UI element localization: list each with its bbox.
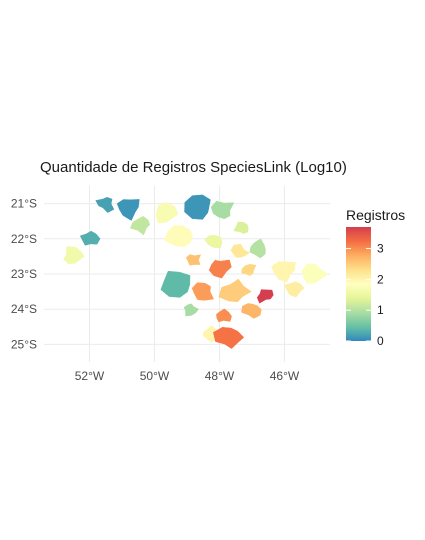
- legend-tick-label: 2: [377, 272, 384, 286]
- x-tick-label: 46°W: [270, 369, 300, 383]
- map-region-0: [63, 246, 85, 264]
- map-region-2: [95, 197, 115, 213]
- legend-colorbar: [346, 227, 371, 341]
- map-region-18: [191, 282, 214, 301]
- map-region-12: [249, 238, 266, 259]
- y-tick-label: 25°S: [11, 337, 37, 351]
- y-tick-label: 21°S: [11, 197, 37, 211]
- map-region-24: [216, 308, 232, 323]
- map-title: Quantidade de Registros SpeciesLink (Log…: [40, 159, 347, 176]
- map-regions: [63, 194, 329, 349]
- map-region-15: [241, 263, 257, 276]
- legend-tick-label: 1: [377, 303, 384, 317]
- map-region-16: [271, 261, 296, 283]
- map-region-20: [256, 289, 274, 304]
- map-region-8: [210, 200, 235, 220]
- y-tick-label: 23°S: [11, 267, 37, 281]
- map-region-3: [116, 199, 140, 221]
- legend-title: Registros: [346, 207, 405, 223]
- y-tick-label: 22°S: [11, 232, 37, 246]
- map-axes: 52°W 50°W 48°W 46°W 21°S 22°S 23°S 24°S 25°S: [11, 197, 300, 383]
- y-tick-label: 24°S: [11, 302, 37, 316]
- legend-tick-label: 3: [377, 242, 384, 256]
- map-region-5: [155, 202, 179, 224]
- x-tick-label: 48°W: [205, 369, 235, 383]
- map-region-17: [160, 270, 191, 298]
- map-region-1: [79, 230, 101, 246]
- map-region-7: [184, 194, 211, 220]
- map-region-27: [213, 327, 245, 349]
- legend-tick-label: 0: [377, 334, 384, 348]
- map-region-22: [301, 263, 329, 285]
- legend: Registros 0 1 2 3: [346, 207, 405, 348]
- x-tick-label: 52°W: [75, 369, 105, 383]
- map-region-19: [218, 278, 252, 302]
- map-region-21: [284, 281, 305, 298]
- map-region-4: [129, 216, 151, 236]
- legend-ticks: 0 1 2 3: [346, 242, 384, 348]
- map-region-23: [183, 303, 199, 317]
- map-region-11: [230, 243, 250, 258]
- map-region-6: [163, 225, 193, 248]
- map-region-13: [185, 254, 202, 266]
- map-region-14: [208, 259, 232, 279]
- x-tick-label: 50°W: [140, 369, 170, 383]
- map-region-25: [241, 303, 262, 319]
- map-region-9: [233, 221, 249, 234]
- map-region-10: [204, 234, 223, 248]
